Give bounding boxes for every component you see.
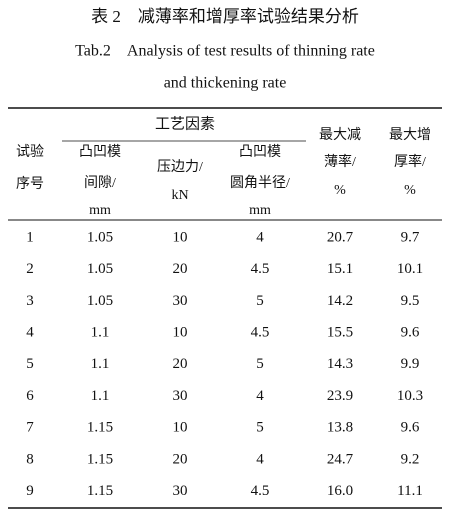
table-cell: 8 — [26, 451, 34, 467]
column-header: mm — [89, 203, 111, 218]
table-cell: 1.05 — [87, 229, 113, 245]
table-cell: 10 — [173, 325, 188, 341]
table-cell: 4 — [256, 229, 264, 245]
table-cell: 24.7 — [327, 451, 354, 467]
table-cell: 20 — [173, 356, 188, 372]
table-cell: 14.3 — [327, 356, 353, 372]
table-cell: 4.5 — [251, 261, 270, 277]
table-cell: 4.5 — [251, 483, 270, 499]
table-cell: 10 — [173, 420, 188, 436]
table-cell: 15.5 — [327, 325, 353, 341]
table-cell: 20.7 — [327, 229, 354, 245]
title-cn: 表 2 减薄率和增厚率试验结果分析 — [91, 7, 359, 26]
table-cell: 4.5 — [251, 325, 270, 341]
table-cell: 20 — [173, 451, 188, 467]
column-header: kN — [171, 188, 188, 203]
table-cell: 1.05 — [87, 261, 113, 277]
table-cell: 1.15 — [87, 451, 113, 467]
table-cell: 5 — [26, 356, 34, 372]
table-cell: 1.1 — [91, 325, 110, 341]
table-cell: 15.1 — [327, 261, 353, 277]
table-cell: 1.15 — [87, 483, 113, 499]
column-header: 间隙/ — [84, 175, 116, 191]
column-header: 试验 — [16, 144, 44, 160]
table-cell: 10.3 — [397, 388, 423, 404]
table-cell: 14.2 — [327, 293, 353, 309]
table-cell: 30 — [173, 483, 188, 499]
table-cell: 13.8 — [327, 420, 353, 436]
column-header: % — [334, 183, 346, 198]
column-header: 最大增 — [389, 127, 431, 143]
column-header: 薄率/ — [324, 153, 356, 170]
table-cell: 2 — [26, 261, 34, 277]
table-cell: 16.0 — [327, 483, 353, 499]
table-cell: 9.6 — [401, 325, 420, 341]
column-header: 序号 — [16, 176, 44, 192]
table-cell: 10 — [173, 229, 188, 245]
table-cell: 1.05 — [87, 293, 113, 309]
table-cell: 5 — [256, 293, 264, 309]
table-cell: 9.9 — [401, 356, 420, 372]
table-cell: 7 — [26, 420, 34, 436]
column-header: 最大减 — [319, 127, 361, 143]
column-header: mm — [249, 203, 271, 218]
title-en: and thickening rate — [164, 75, 287, 92]
table-cell: 5 — [256, 420, 264, 436]
column-header: 凸凹模 — [239, 144, 281, 160]
table-cell: 10.1 — [397, 261, 423, 277]
table-cell: 1.15 — [87, 420, 113, 436]
table-cell: 9.2 — [401, 451, 420, 467]
table-cell: 5 — [256, 356, 264, 372]
table-cell: 1.1 — [91, 388, 110, 404]
group-header: 工艺因素 — [155, 115, 215, 132]
column-header: % — [404, 183, 416, 198]
title-en: Tab.2 Analysis of test results of thinni… — [75, 43, 375, 60]
column-header: 凸凹模 — [79, 144, 121, 160]
column-header: 圆角半径/ — [230, 175, 290, 191]
table-cell: 30 — [173, 293, 188, 309]
table-cell: 20 — [173, 261, 188, 277]
column-header: 厚率/ — [394, 153, 426, 170]
table-cell: 23.9 — [327, 388, 353, 404]
table-cell: 11.1 — [397, 483, 423, 499]
table-cell: 9.6 — [401, 420, 420, 436]
column-header: 压边力/ — [157, 159, 203, 175]
table-cell: 9.5 — [401, 293, 420, 309]
table-cell: 9.7 — [401, 229, 420, 245]
table-cell: 4 — [26, 325, 34, 341]
table-cell: 9 — [26, 483, 34, 499]
table-cell: 30 — [173, 388, 188, 404]
table-cell: 3 — [26, 293, 34, 309]
table-cell: 1 — [26, 229, 34, 245]
table-cell: 1.1 — [91, 356, 110, 372]
table-cell: 4 — [256, 451, 264, 467]
table-cell: 4 — [256, 388, 264, 404]
table-cell: 6 — [26, 388, 34, 404]
